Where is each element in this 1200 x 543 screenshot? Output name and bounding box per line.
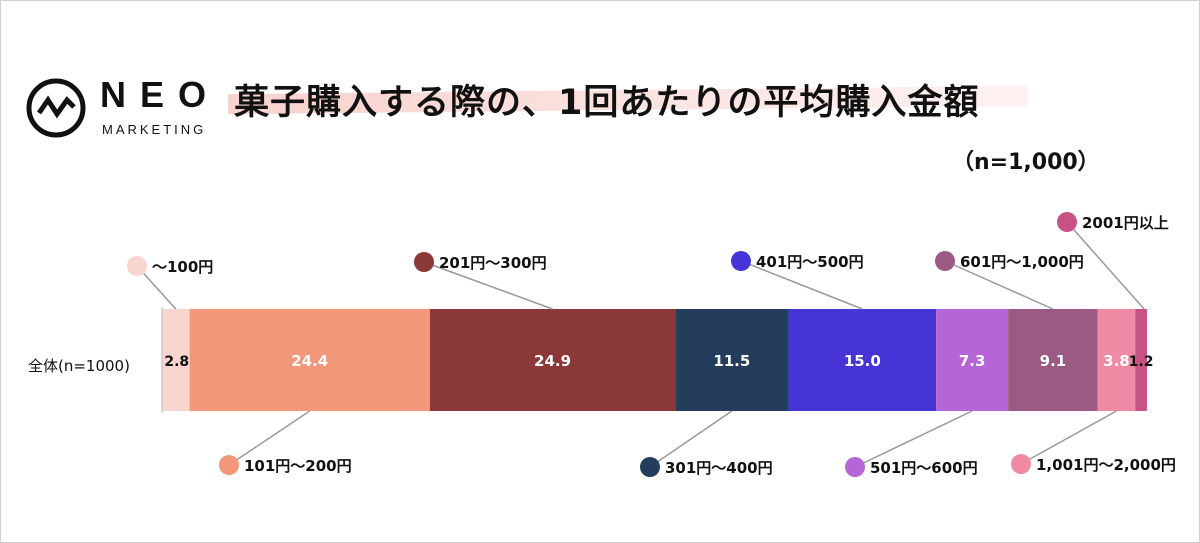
legend-label-6: 501円～600円 bbox=[870, 459, 978, 477]
legend-label-2: 101円～200円 bbox=[244, 457, 352, 475]
category-label: 全体(n=1000) bbox=[28, 357, 130, 375]
legend-marker-6 bbox=[845, 457, 865, 477]
legend-marker-4 bbox=[640, 457, 660, 477]
legend-marker-3 bbox=[414, 252, 434, 272]
bar-segment-2 bbox=[189, 309, 430, 411]
leader-line-7 bbox=[944, 260, 1054, 310]
legend-marker-8 bbox=[1011, 454, 1031, 474]
legend-marker-5 bbox=[731, 251, 751, 271]
legend-label-7: 601円～1,000円 bbox=[960, 253, 1084, 271]
neo-marketing-logo: NEO MARKETING bbox=[24, 74, 214, 146]
bar-segment-6 bbox=[936, 309, 1009, 411]
bar-segment-4 bbox=[675, 309, 789, 411]
data-label-4: 11.5 bbox=[713, 352, 750, 370]
legend-marker-2 bbox=[219, 455, 239, 475]
data-label-2: 24.4 bbox=[291, 352, 328, 370]
data-label-6: 7.3 bbox=[959, 352, 986, 370]
sample-size-note: （n=1,000） bbox=[952, 150, 1100, 175]
data-label-1: 2.8 bbox=[164, 354, 189, 370]
legend-label-9: 2001円以上 bbox=[1082, 214, 1169, 232]
bar-segment-5 bbox=[788, 309, 937, 411]
data-label-7: 9.1 bbox=[1040, 352, 1067, 370]
legend-marker-7 bbox=[935, 251, 955, 271]
bar-segment-7 bbox=[1008, 309, 1098, 411]
bar-segment-9 bbox=[1135, 309, 1147, 411]
logo-name: NEO bbox=[100, 74, 221, 115]
pulse-circle-icon bbox=[26, 78, 86, 138]
legend-label-1: ～100円 bbox=[152, 258, 213, 276]
logo-subtitle: MARKETING bbox=[102, 122, 207, 137]
leader-line-3 bbox=[423, 261, 553, 310]
legend-label-5: 401円～500円 bbox=[756, 253, 864, 271]
chart-title: 菓子購入する際の、1回あたりの平均購入金額 bbox=[234, 83, 980, 123]
leader-line-4 bbox=[649, 410, 733, 468]
leader-line-8 bbox=[1020, 410, 1117, 465]
legend-label-3: 201円～300円 bbox=[439, 254, 547, 272]
leader-line-6 bbox=[854, 410, 973, 468]
bar-segment-1 bbox=[162, 309, 190, 411]
legend-marker-1 bbox=[127, 256, 147, 276]
leader-line-2 bbox=[228, 410, 311, 466]
legend-label-8: 1,001円～2,000円 bbox=[1036, 456, 1176, 474]
bar-segment-8 bbox=[1097, 309, 1136, 411]
data-label-3: 24.9 bbox=[534, 352, 571, 370]
data-label-9: 1.2 bbox=[1129, 354, 1154, 370]
data-label-8: 3.8 bbox=[1103, 352, 1130, 370]
data-label-5: 15.0 bbox=[844, 352, 881, 370]
leader-line-9 bbox=[1066, 221, 1145, 310]
legend-label-4: 301円～400円 bbox=[665, 459, 773, 477]
legend-marker-9 bbox=[1057, 212, 1077, 232]
bar-segment-3 bbox=[429, 309, 676, 411]
leader-line-5 bbox=[740, 260, 863, 310]
